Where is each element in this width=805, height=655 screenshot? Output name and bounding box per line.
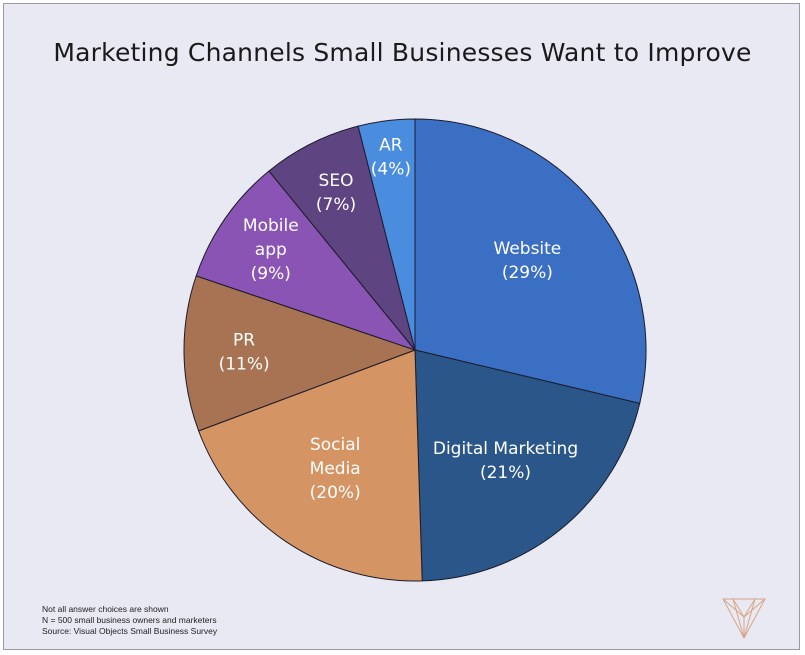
pie-slice bbox=[414, 118, 647, 404]
note-line: Not all answer choices are shown bbox=[42, 604, 169, 614]
slice-label-line: AR bbox=[379, 136, 403, 156]
chart-notes: Not all answer choices are shown N = 500… bbox=[42, 604, 217, 637]
pie-chart: Website (29%) Digital Marketing (21%) Social… bbox=[183, 118, 647, 582]
slice-label-line: Mobile bbox=[243, 216, 299, 236]
note-line: Source: Visual Objects Small Business Su… bbox=[42, 626, 218, 636]
slice-label: SEO (7%) bbox=[316, 171, 356, 215]
slice-label-line: (9%) bbox=[251, 264, 291, 284]
slice-label-line: Website bbox=[494, 239, 562, 259]
slice-label-line: (7%) bbox=[316, 195, 356, 215]
slice-label-line: Media bbox=[310, 459, 361, 479]
slice-label-line: (29%) bbox=[502, 263, 553, 283]
visual-objects-logo bbox=[722, 598, 766, 640]
slice-label-line: (20%) bbox=[310, 483, 361, 503]
slice-label: Website (29%) bbox=[494, 239, 562, 283]
slice-label: PR (11%) bbox=[219, 331, 270, 375]
chart-title: Marketing Channels Small Businesses Want… bbox=[53, 38, 752, 67]
slice-label-line: PR bbox=[233, 331, 255, 351]
slice-label-line: Social bbox=[310, 435, 360, 455]
slice-label: Mobile app (9%) bbox=[243, 216, 299, 284]
slice-label-line: (11%) bbox=[219, 355, 270, 375]
pie-slice bbox=[183, 275, 416, 432]
slice-label-line: app bbox=[255, 240, 287, 260]
slice-label-line: (21%) bbox=[480, 463, 531, 483]
pie-slice bbox=[357, 118, 416, 351]
pie-slice bbox=[195, 170, 416, 351]
chart-panel: Marketing Channels Small Businesses Want… bbox=[3, 3, 800, 650]
pie-slice bbox=[198, 349, 423, 582]
slice-label-line: Digital Marketing bbox=[433, 439, 578, 459]
pie-slice bbox=[414, 349, 641, 582]
slice-label-line: (4%) bbox=[371, 160, 411, 180]
slice-label: Social Media (20%) bbox=[310, 435, 361, 503]
slice-label: AR (4%) bbox=[371, 136, 411, 180]
slice-label: Digital Marketing (21%) bbox=[433, 439, 578, 483]
note-line: N = 500 small business owners and market… bbox=[42, 615, 217, 625]
slice-label-line: SEO bbox=[319, 171, 354, 191]
